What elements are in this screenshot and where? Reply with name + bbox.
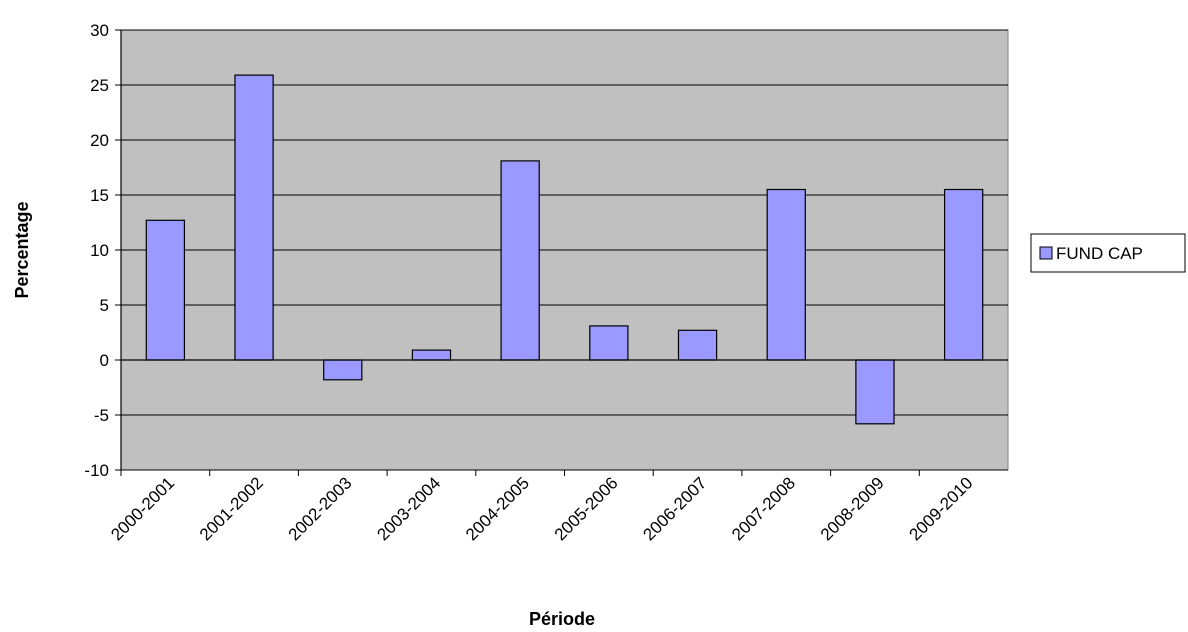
y-tick-label: 25 (90, 76, 109, 95)
gridlines (121, 29, 1008, 471)
bar-2007-2008 (766, 188, 806, 361)
y-tick-label: 30 (90, 21, 109, 40)
x-tick-label: 2003-2004 (373, 473, 444, 544)
y-tick-label: -5 (94, 406, 109, 425)
x-axis-tick-labels: 2000-2001 2001-2002 2002-2003 2003-2004 2004… (107, 470, 976, 544)
bar-2001-2002 (234, 74, 274, 361)
x-axis-title: Période (529, 609, 595, 629)
y-tick-label: 5 (100, 296, 109, 315)
x-tick-label: 2001-2002 (196, 473, 267, 544)
y-axis-tick-labels: -10 -5 0 5 10 15 20 25 30 (84, 21, 121, 480)
legend-box (1030, 233, 1186, 273)
x-tick-label: 2002-2003 (285, 473, 356, 544)
bar-2009-2010 (943, 188, 984, 361)
x-tick-label: 2005-2006 (551, 473, 622, 544)
y-tick-label: 20 (90, 131, 109, 150)
y-tick-label: 0 (100, 351, 109, 370)
bar-2000-2001 (145, 219, 186, 361)
bar-2002-2003 (323, 359, 363, 381)
bar-2008-2009 (855, 359, 895, 425)
bar-2006-2007 (677, 329, 718, 361)
y-tick-label: 10 (90, 241, 109, 260)
x-tick-label: 2004-2005 (462, 473, 533, 544)
x-tick-label: 2007-2008 (728, 473, 799, 544)
bar-2004-2005 (500, 160, 540, 361)
y-tick-label: -10 (84, 461, 109, 480)
legend: FUND CAP (1030, 233, 1186, 273)
x-tick-label: 2008-2009 (817, 473, 888, 544)
x-tick-label: 2000-2001 (107, 473, 178, 544)
bar-2005-2006 (589, 325, 629, 361)
bars (145, 74, 984, 425)
legend-swatch (1039, 246, 1053, 260)
x-tick-label: 2009-2010 (906, 473, 977, 544)
bar-2003-2004 (411, 349, 452, 361)
y-tick-label: 15 (90, 186, 109, 205)
x-tick-label: 2006-2007 (639, 473, 710, 544)
legend-label: FUND CAP (1056, 244, 1143, 263)
y-axis-title: Percentage (12, 201, 32, 298)
